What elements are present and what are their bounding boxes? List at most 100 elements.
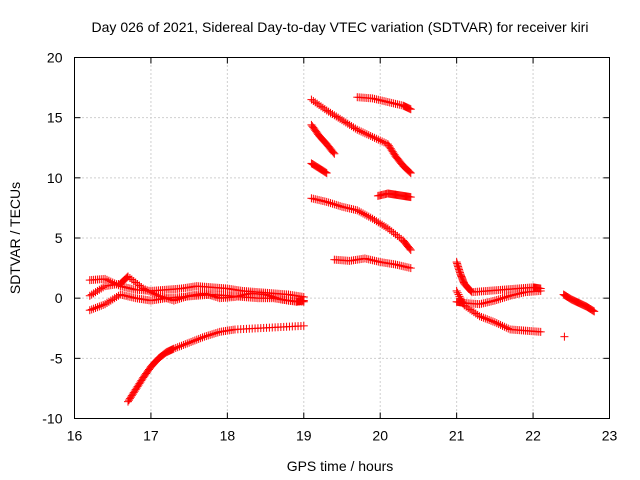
- data-point: [95, 302, 104, 311]
- data-point: [560, 332, 569, 341]
- data-point: [209, 292, 218, 301]
- series-arc-mid-3: [307, 159, 331, 178]
- data-point: [179, 293, 188, 302]
- x-tick-label: 16: [67, 428, 83, 444]
- data-point: [454, 290, 463, 299]
- data-point: [590, 307, 599, 316]
- data-point: [498, 294, 507, 303]
- data-point: [183, 292, 192, 301]
- data-point: [456, 294, 465, 303]
- data-point: [364, 131, 373, 140]
- data-point: [466, 286, 475, 295]
- data-point: [404, 167, 413, 176]
- data-point: [475, 312, 484, 321]
- data-point: [150, 289, 159, 298]
- data-point: [192, 335, 201, 344]
- series-arc-low-3: [85, 272, 308, 306]
- data-point: [139, 284, 148, 293]
- data-point: [173, 343, 182, 352]
- x-tick-label: 23: [602, 428, 618, 444]
- data-point: [330, 200, 339, 209]
- data-point: [405, 244, 414, 253]
- data-point: [378, 137, 387, 146]
- data-point: [175, 342, 184, 351]
- x-tick-label: 17: [143, 428, 159, 444]
- data-point: [360, 210, 369, 219]
- data-point: [589, 306, 598, 315]
- y-axis-label: SDTVAR / TECUs: [7, 182, 23, 294]
- data-point: [169, 296, 178, 305]
- data-point: [360, 129, 369, 138]
- data-point: [181, 340, 190, 349]
- data-point: [269, 292, 278, 301]
- data-point: [502, 292, 511, 301]
- data-point: [158, 292, 167, 301]
- data-point: [504, 324, 513, 333]
- data-point: [406, 193, 415, 202]
- data-point: [406, 246, 415, 255]
- y-tick-label: 20: [47, 50, 63, 66]
- data-point: [588, 306, 597, 315]
- data-point: [206, 330, 215, 339]
- data-point: [364, 212, 373, 221]
- data-point: [457, 295, 466, 304]
- data-point: [320, 167, 329, 176]
- data-point: [99, 300, 108, 309]
- data-point: [479, 313, 488, 322]
- data-point: [366, 132, 375, 141]
- data-point: [181, 292, 190, 301]
- data-point: [324, 198, 333, 207]
- data-point: [351, 124, 360, 133]
- data-point: [504, 292, 513, 301]
- data-point: [500, 322, 509, 331]
- data-point: [536, 327, 545, 336]
- data-point: [494, 295, 503, 304]
- data-point: [355, 126, 364, 135]
- data-point: [405, 168, 414, 177]
- data-point: [202, 289, 211, 298]
- data-point: [406, 105, 415, 114]
- data-point: [148, 289, 157, 298]
- data-point: [274, 294, 283, 303]
- x-tick-label: 22: [525, 428, 541, 444]
- data-point: [143, 286, 152, 295]
- data-point: [458, 297, 467, 306]
- data-point: [498, 321, 507, 330]
- data-point: [97, 301, 106, 310]
- data-point: [173, 295, 182, 304]
- x-tick-label: 21: [449, 428, 465, 444]
- data-point: [156, 292, 165, 301]
- data-point: [329, 148, 338, 157]
- data-point: [146, 288, 155, 297]
- data-point: [353, 206, 362, 215]
- data-point: [190, 336, 199, 345]
- data-point: [357, 208, 366, 217]
- data-point: [171, 343, 180, 352]
- data-point: [481, 314, 490, 323]
- data-point: [202, 332, 211, 341]
- data-point: [183, 339, 192, 348]
- data-point: [473, 310, 482, 319]
- data-point: [160, 293, 169, 302]
- data-point: [89, 304, 98, 313]
- data-point: [380, 138, 389, 147]
- series-arc-mid-5: [307, 194, 415, 255]
- series-arc-mid-1: [307, 95, 415, 178]
- series-arc-late-3: [452, 286, 545, 336]
- data-point: [101, 274, 110, 283]
- data-point: [477, 312, 486, 321]
- data-point: [166, 295, 175, 304]
- series-arc-late-5: [560, 332, 569, 341]
- data-point: [353, 125, 362, 134]
- data-point: [85, 306, 94, 315]
- data-point: [452, 286, 461, 295]
- series-arc-mid-7: [330, 254, 415, 273]
- data-point: [194, 334, 203, 343]
- data-point: [500, 293, 509, 302]
- data-point: [171, 295, 180, 304]
- y-tick-label: -5: [50, 350, 63, 366]
- data-point: [177, 341, 186, 350]
- data-point: [164, 294, 173, 303]
- data-point: [87, 305, 96, 314]
- axis-ticks: 16 17 18 19 20 21 22 23 -10 -5 0 5 10 15 20: [42, 50, 617, 444]
